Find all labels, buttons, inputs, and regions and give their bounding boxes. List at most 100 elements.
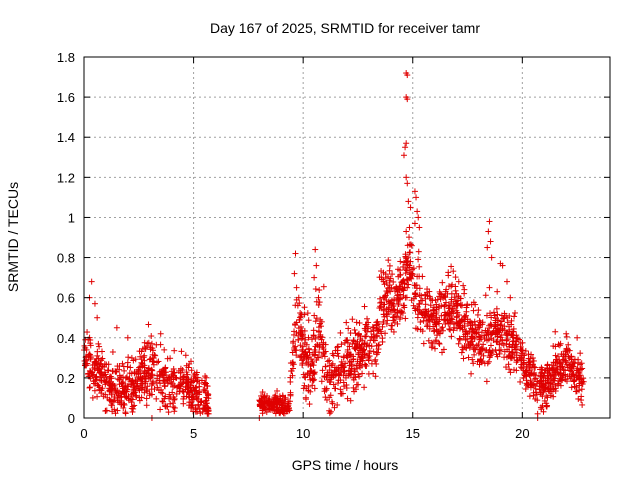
data-point (414, 273, 421, 280)
data-point (195, 402, 202, 409)
data-point (295, 294, 302, 301)
data-point (461, 286, 468, 293)
data-point (365, 325, 372, 332)
data-point (309, 376, 316, 383)
data-point (127, 364, 134, 371)
data-point (445, 302, 452, 309)
data-point (354, 365, 361, 372)
data-point (548, 376, 555, 383)
data-point (527, 359, 534, 366)
data-point (416, 300, 423, 307)
data-point (434, 332, 441, 339)
data-point (145, 365, 152, 372)
data-point (428, 343, 435, 350)
data-point (94, 314, 101, 321)
x-tick-label: 5 (190, 426, 197, 441)
data-point (483, 312, 490, 319)
data-point (408, 297, 415, 304)
data-point (452, 287, 459, 294)
data-point (550, 343, 557, 350)
data-point (130, 390, 137, 397)
data-point (96, 343, 103, 350)
data-point (137, 382, 144, 389)
data-point (330, 381, 337, 388)
data-point (277, 410, 284, 417)
data-point (403, 174, 410, 181)
data-point (488, 314, 495, 321)
data-point (301, 373, 308, 380)
data-point (383, 297, 390, 304)
data-point (363, 333, 370, 340)
data-point (448, 333, 455, 340)
data-point (344, 354, 351, 361)
data-point (423, 310, 430, 317)
data-point (351, 388, 358, 395)
data-point (425, 337, 432, 344)
data-point (526, 365, 533, 372)
data-point (454, 325, 461, 332)
data-point (505, 361, 512, 368)
data-point (169, 389, 176, 396)
data-point (290, 338, 297, 345)
data-point (405, 198, 412, 205)
data-point (281, 400, 288, 407)
data-point (304, 310, 311, 317)
data-point (164, 376, 171, 383)
data-point (318, 336, 325, 343)
data-point (373, 322, 380, 329)
data-point (350, 384, 357, 391)
data-point (569, 363, 576, 370)
data-point (161, 346, 168, 353)
data-point (301, 304, 308, 311)
data-point (344, 337, 351, 344)
data-point (563, 333, 570, 340)
data-point (148, 340, 155, 347)
data-point (105, 361, 112, 368)
data-point (147, 355, 154, 362)
data-point (450, 327, 457, 334)
data-point (531, 376, 538, 383)
data-point (141, 364, 148, 371)
data-point (122, 382, 129, 389)
data-point (305, 334, 312, 341)
data-point (544, 377, 551, 384)
data-point (264, 392, 271, 399)
data-point (106, 380, 113, 387)
data-point (338, 358, 345, 365)
data-point (386, 267, 393, 274)
data-point (101, 377, 108, 384)
data-point (567, 375, 574, 382)
data-point (192, 408, 199, 415)
data-point (388, 284, 395, 291)
data-point (537, 404, 544, 411)
data-point (298, 328, 305, 335)
data-point (484, 244, 491, 251)
data-point (141, 339, 148, 346)
data-point (448, 298, 455, 305)
data-point (540, 381, 547, 388)
data-point (471, 351, 478, 358)
data-point (334, 380, 341, 387)
data-point (390, 328, 397, 335)
data-point (430, 307, 437, 314)
data-point (482, 292, 489, 299)
data-point (414, 314, 421, 321)
data-point (133, 393, 140, 400)
data-point (293, 347, 300, 354)
data-point (365, 354, 372, 361)
data-point (129, 408, 136, 415)
data-point (397, 271, 404, 278)
data-point (173, 384, 180, 391)
data-point (128, 354, 135, 361)
data-point (509, 350, 516, 357)
data-point (440, 346, 447, 353)
data-point (390, 278, 397, 285)
data-point (462, 336, 469, 343)
data-point (557, 359, 564, 366)
data-point (384, 289, 391, 296)
data-point (574, 334, 581, 341)
data-point (404, 180, 411, 187)
data-point (426, 325, 433, 332)
data-point (485, 228, 492, 235)
data-point (504, 336, 511, 343)
